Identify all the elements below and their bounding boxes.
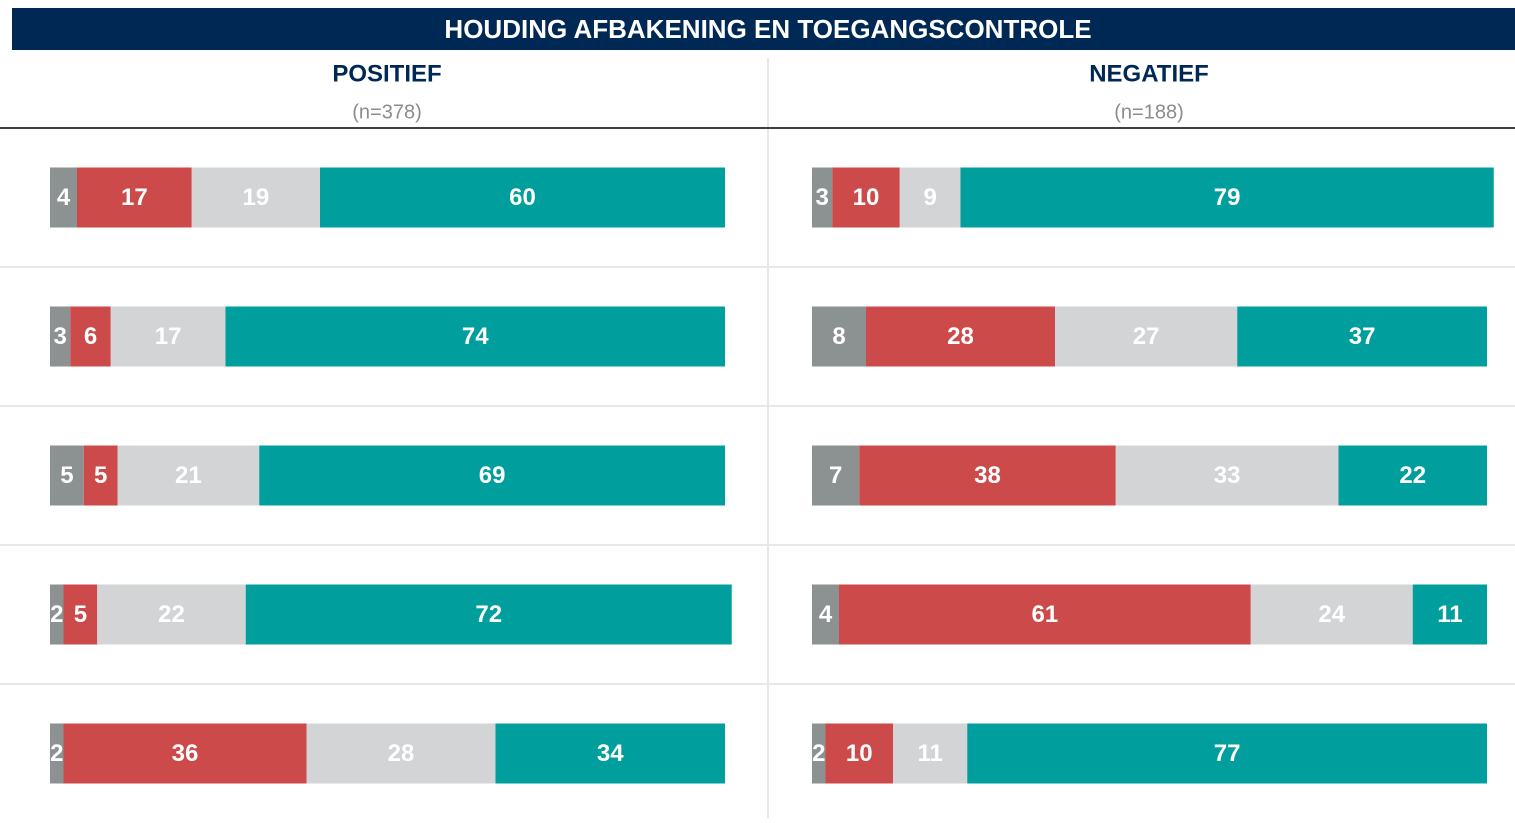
- value-label: 79: [1214, 184, 1241, 211]
- value-label: 33: [1214, 462, 1241, 489]
- bar-segment: [63, 723, 307, 784]
- value-label: 2: [50, 740, 63, 767]
- value-label: 8: [832, 323, 845, 350]
- value-label: 72: [475, 601, 502, 628]
- bar-segment: [1115, 445, 1339, 506]
- bar-segment: [899, 167, 961, 228]
- value-label: 5: [74, 601, 87, 628]
- value-label: 9: [923, 184, 936, 211]
- value-label: 11: [917, 740, 942, 767]
- bar-segment: [1237, 306, 1487, 367]
- bar-segment: [967, 723, 1487, 784]
- bar-segment: [50, 306, 71, 367]
- value-label: 17: [155, 323, 182, 350]
- bar-segment: [225, 306, 725, 367]
- value-label: 7: [829, 462, 842, 489]
- value-label: 38: [974, 462, 1001, 489]
- bar-segment: [893, 723, 968, 784]
- value-label: 61: [1032, 601, 1059, 628]
- value-label: 34: [597, 740, 624, 767]
- value-label: 17: [121, 184, 148, 211]
- bar-segment: [110, 306, 226, 367]
- value-label: 19: [243, 184, 270, 211]
- value-label: 10: [846, 740, 873, 767]
- value-label: 21: [175, 462, 202, 489]
- bar-segment: [306, 723, 496, 784]
- bar-segment: [812, 445, 860, 506]
- bar-segment: [859, 445, 1116, 506]
- value-label: 28: [388, 740, 415, 767]
- bar-segment: [245, 584, 732, 645]
- bar-segment: [832, 167, 900, 228]
- value-label: 6: [84, 323, 97, 350]
- panel-subtitle: (n=378): [352, 101, 422, 123]
- value-label: 24: [1318, 601, 1345, 628]
- bar-segment: [63, 584, 98, 645]
- bar-segment: [1338, 445, 1487, 506]
- value-label: 77: [1214, 740, 1241, 767]
- bar-segment: [1412, 584, 1487, 645]
- bar-segment: [812, 723, 826, 784]
- value-label: 3: [53, 323, 66, 350]
- value-label: 5: [60, 462, 73, 489]
- bar-segment: [495, 723, 725, 784]
- bar-segment: [960, 167, 1494, 228]
- bar-segment: [839, 584, 1251, 645]
- bar-segment: [812, 584, 839, 645]
- value-label: 5: [94, 462, 107, 489]
- value-label: 27: [1133, 323, 1160, 350]
- bar-segment: [1250, 584, 1413, 645]
- bar-segment: [50, 445, 84, 506]
- bar-segment: [825, 723, 893, 784]
- bar-segment: [866, 306, 1055, 367]
- value-label: 37: [1349, 323, 1376, 350]
- panel-title: POSITIEF: [332, 60, 441, 87]
- bar-segment: [50, 584, 64, 645]
- bar-segment: [320, 167, 725, 228]
- value-label: 4: [57, 184, 71, 211]
- value-label: 36: [172, 740, 199, 767]
- panel-subtitle: (n=188): [1114, 101, 1184, 123]
- value-label: 2: [50, 601, 63, 628]
- bar-segment: [812, 167, 833, 228]
- bar-segment: [83, 445, 118, 506]
- bar-segment: [50, 723, 64, 784]
- value-label: 22: [1399, 462, 1426, 489]
- bar-segment: [50, 167, 77, 228]
- value-label: 2: [812, 740, 825, 767]
- bar-segment: [70, 306, 111, 367]
- value-label: 28: [947, 323, 974, 350]
- value-label: 11: [1437, 601, 1462, 628]
- bar-segment: [77, 167, 192, 228]
- panel-title: NEGATIEF: [1089, 60, 1209, 87]
- bar-segment: [259, 445, 725, 506]
- value-label: 60: [509, 184, 536, 211]
- value-label: 74: [462, 323, 489, 350]
- bar-segment: [97, 584, 246, 645]
- value-label: 10: [853, 184, 880, 211]
- header-bar: [12, 8, 1515, 50]
- bar-segment: [117, 445, 260, 506]
- page-title: HOUDING AFBAKENING EN TOEGANGSCONTROLE: [444, 14, 1091, 44]
- value-label: 69: [479, 462, 506, 489]
- bar-segment: [1055, 306, 1238, 367]
- value-label: 22: [158, 601, 185, 628]
- bar-segment: [812, 306, 866, 367]
- value-label: 4: [819, 601, 833, 628]
- value-label: 3: [815, 184, 828, 211]
- bar-segment: [191, 167, 320, 228]
